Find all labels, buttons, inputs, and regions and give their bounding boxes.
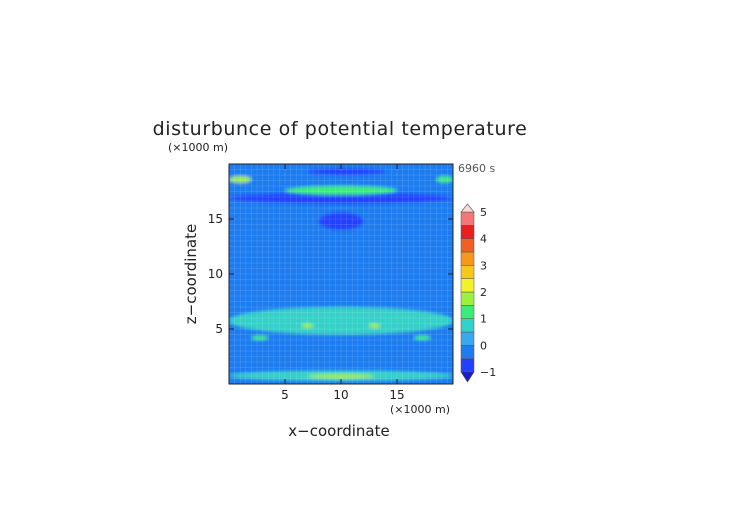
colorbar-tick-label: 3 [480,259,487,272]
y-unit-label: (×1000 m) [168,141,228,154]
colorbar: −1 0 1 2 3 4 5 [460,203,496,383]
colorbar-segment [460,238,475,253]
field-mid-warm-layer [229,307,453,335]
colorbar-tick-label: 0 [480,339,487,352]
colorbar-tick-label: 5 [480,206,487,219]
colorbar-tick-label: 2 [480,286,487,299]
axes: 5 10 15 5 10 15 [208,164,453,402]
field-left-hotspot [229,176,252,183]
x-axis-label: x−coordinate [288,422,389,440]
colorbar-segment [460,251,475,266]
field-upper-dark-band [229,192,453,204]
x-tick-label: 15 [389,388,404,402]
y-tick-label: 10 [208,267,223,281]
colorbar-segment [460,318,475,333]
field-lower-yellow-blob-right [413,335,431,340]
colorbar-segment [460,278,475,293]
field-bottom-yellow-core [307,374,375,379]
x-tick-label: 5 [281,388,289,402]
colorbar-tick-label: −1 [480,366,496,379]
colorbar-segment [460,211,475,226]
colorbar-segment [460,225,475,239]
colorbar-segment [460,291,475,306]
field-right-hotspot [436,176,453,183]
colorbar-segment [460,265,475,279]
field-right-yellow-blob [369,323,381,328]
colorbar-segment [460,305,475,319]
x-tick-label: 10 [333,388,348,402]
field-left-yellow-blob [301,323,313,328]
y-tick-label: 15 [208,212,223,226]
colorbar-under-arrow [460,371,475,383]
x-unit-label: (×1000 m) [390,403,450,416]
chart-title: disturbunce of potential temperature [153,118,528,140]
field-central-warm-arc [285,186,397,195]
colorbar-tick-label: 4 [480,233,487,246]
field-lower-yellow-blob-left [251,335,269,340]
heatmap-field [229,164,453,384]
colorbar-over-arrow [460,203,475,213]
time-label: 6960 s [458,162,495,175]
field-central-cold-core [318,212,364,230]
grid-lines [229,164,453,384]
colorbar-segment [460,358,475,373]
y-axis-label: z−coordinate [182,224,200,324]
colorbar-segment [460,331,475,346]
colorbar-tick-label: 1 [480,313,487,326]
y-tick-label: 5 [215,322,223,336]
colorbar-segment [460,345,475,359]
field-top-dark-band [307,168,386,175]
